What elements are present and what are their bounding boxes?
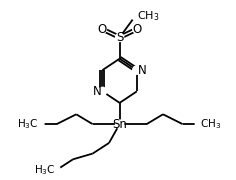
Circle shape	[37, 120, 44, 128]
Circle shape	[133, 25, 141, 33]
Text: CH$_3$: CH$_3$	[137, 9, 160, 23]
Text: N: N	[93, 85, 101, 98]
Circle shape	[116, 33, 124, 41]
Circle shape	[195, 120, 203, 128]
Circle shape	[116, 120, 124, 128]
Circle shape	[53, 166, 60, 174]
Text: CH$_3$: CH$_3$	[200, 117, 222, 131]
Circle shape	[131, 12, 139, 20]
Text: H$_3$C: H$_3$C	[17, 117, 39, 131]
Circle shape	[133, 66, 141, 74]
Text: H$_3$C: H$_3$C	[34, 163, 55, 177]
Text: S: S	[116, 31, 123, 44]
Circle shape	[98, 25, 106, 33]
Text: Sn: Sn	[112, 118, 127, 131]
Circle shape	[98, 87, 106, 95]
Text: N: N	[138, 64, 147, 77]
Text: O: O	[98, 23, 107, 36]
Text: O: O	[132, 23, 141, 36]
